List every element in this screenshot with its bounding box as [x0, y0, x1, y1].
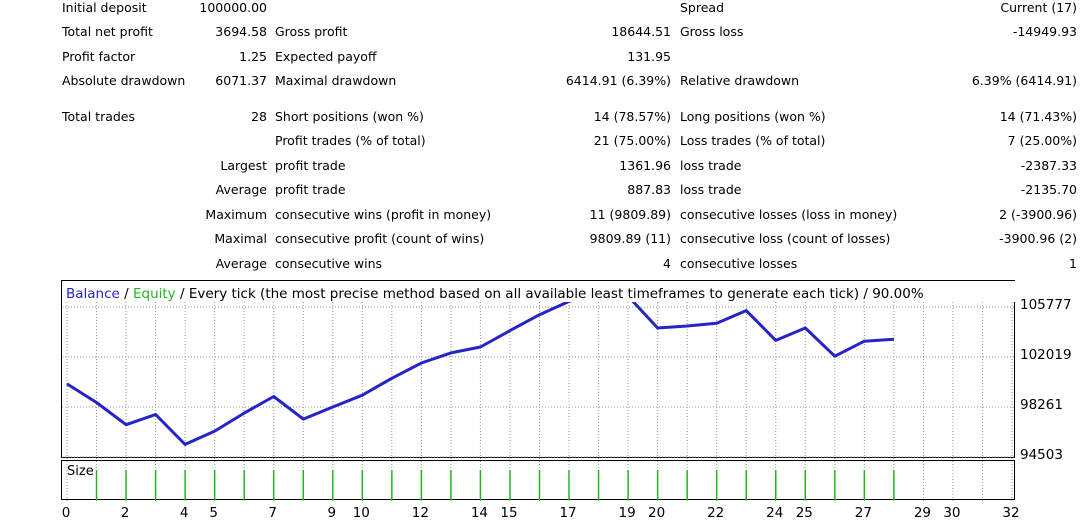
size-chart — [61, 460, 1015, 501]
x-tick-label: 5 — [209, 505, 218, 521]
x-tick-label: 7 — [268, 505, 278, 521]
stat-value: 4 — [663, 256, 671, 271]
y-tick-label: 94503 — [1020, 447, 1063, 463]
stat-value: 100000.00 — [199, 0, 267, 15]
stat-value: 131.95 — [627, 49, 671, 64]
stat-value: Maximal — [214, 231, 267, 246]
stat-label: Maximal drawdown — [275, 73, 397, 88]
x-tick-label: 9 — [327, 505, 337, 521]
stat-label: Absolute drawdown — [62, 73, 186, 88]
stat-value: Maximum — [205, 207, 267, 222]
x-tick-label: 25 — [795, 505, 813, 521]
x-tick-label: 19 — [618, 505, 636, 521]
stat-value: -14949.93 — [1012, 24, 1077, 39]
x-tick-label: 20 — [648, 505, 666, 521]
size-label: Size — [67, 464, 94, 479]
stat-label: consecutive profit (count of wins) — [275, 231, 485, 246]
stat-value: 21 (75.00%) — [593, 133, 671, 148]
legend-description: / Every tick (the most precise method ba… — [175, 286, 924, 302]
x-tick-label: 15 — [500, 505, 518, 521]
stat-value: 2 (-3900.96) — [999, 207, 1077, 222]
x-tick-label: 4 — [179, 505, 189, 521]
y-tick-label: 98261 — [1020, 397, 1063, 413]
stat-label: consecutive loss (count of losses) — [680, 231, 891, 246]
stat-label: consecutive wins (profit in money) — [275, 207, 492, 222]
stat-value: Largest — [220, 158, 267, 173]
stat-value: -3900.96 (2) — [999, 231, 1077, 246]
legend-separator: / — [119, 286, 133, 302]
x-tick-label: 29 — [913, 505, 931, 521]
stat-value: -2387.33 — [1020, 158, 1077, 173]
x-tick-label: 10 — [352, 505, 370, 521]
stat-value: 6.39% (6414.91) — [971, 73, 1077, 88]
stat-label: Profit factor — [62, 49, 136, 64]
stat-value: Average — [215, 256, 267, 271]
stat-value: 1 — [1069, 256, 1077, 271]
stat-label: profit trade — [275, 158, 346, 173]
stat-value: 1361.96 — [619, 158, 671, 173]
stat-value: 14 (71.43%) — [999, 109, 1077, 124]
x-tick-label: 2 — [120, 505, 130, 521]
stat-label: loss trade — [680, 158, 742, 173]
stat-value: 9809.89 (11) — [589, 231, 671, 246]
stat-label: profit trade — [275, 182, 346, 197]
chart-legend: Balance / Equity / Every tick (the most … — [66, 286, 924, 302]
legend-equity: Equity — [132, 286, 176, 302]
stat-label: Total trades — [62, 109, 136, 124]
stat-label: Initial deposit — [62, 0, 147, 15]
stat-label: Loss trades (% of total) — [680, 133, 826, 148]
stat-label: loss trade — [680, 182, 742, 197]
stat-value: 887.83 — [627, 182, 671, 197]
stat-value: Average — [215, 182, 267, 197]
stat-label: consecutive losses — [680, 256, 798, 271]
stat-value: 6071.37 — [215, 73, 267, 88]
x-tick-label: 22 — [707, 505, 725, 521]
y-tick-label: 102019 — [1020, 347, 1072, 363]
x-tick-label: 12 — [411, 505, 429, 521]
x-tick-label: 24 — [766, 505, 784, 521]
legend-balance: Balance — [66, 286, 120, 302]
stat-value: 11 (9809.89) — [589, 207, 671, 222]
stat-value: -2135.70 — [1020, 182, 1077, 197]
stat-value: 1.25 — [239, 49, 267, 64]
stat-value: 18644.51 — [611, 24, 671, 39]
stat-label: consecutive losses (loss in money) — [680, 207, 898, 222]
size-chart-svg — [66, 461, 1013, 501]
legend-background — [62, 281, 1016, 302]
stat-label: Gross loss — [680, 24, 744, 39]
balance-chart-svg — [62, 281, 1016, 459]
x-tick-label: 27 — [854, 505, 872, 521]
series-line-balance — [66, 290, 894, 446]
stat-label: Total net profit — [62, 24, 153, 39]
stat-label: Profit trades (% of total) — [275, 133, 426, 148]
stat-value: 14 (78.57%) — [593, 109, 671, 124]
y-tick-label: 105777 — [1020, 297, 1072, 313]
stat-value: 3694.58 — [215, 24, 267, 39]
stat-label: consecutive wins — [275, 256, 383, 271]
stat-value: 6414.91 (6.39%) — [565, 73, 671, 88]
stat-label: Expected payoff — [275, 49, 377, 64]
stat-value: 28 — [251, 109, 267, 124]
x-tick-label: 32 — [1002, 505, 1020, 521]
balance-chart — [61, 280, 1016, 459]
stat-label: Long positions (won %) — [680, 109, 826, 124]
x-tick-label: 30 — [943, 505, 961, 521]
x-tick-label: 17 — [559, 505, 577, 521]
stat-value: 7 (25.00%) — [1007, 133, 1077, 148]
stat-label: Spread — [680, 0, 725, 15]
x-tick-label: 14 — [470, 505, 489, 521]
stat-label: Short positions (won %) — [275, 109, 424, 124]
stat-label: Gross profit — [275, 24, 348, 39]
x-tick-label: 0 — [61, 505, 71, 521]
stat-value: Current (17) — [1000, 0, 1077, 15]
stat-label: Relative drawdown — [680, 73, 800, 88]
